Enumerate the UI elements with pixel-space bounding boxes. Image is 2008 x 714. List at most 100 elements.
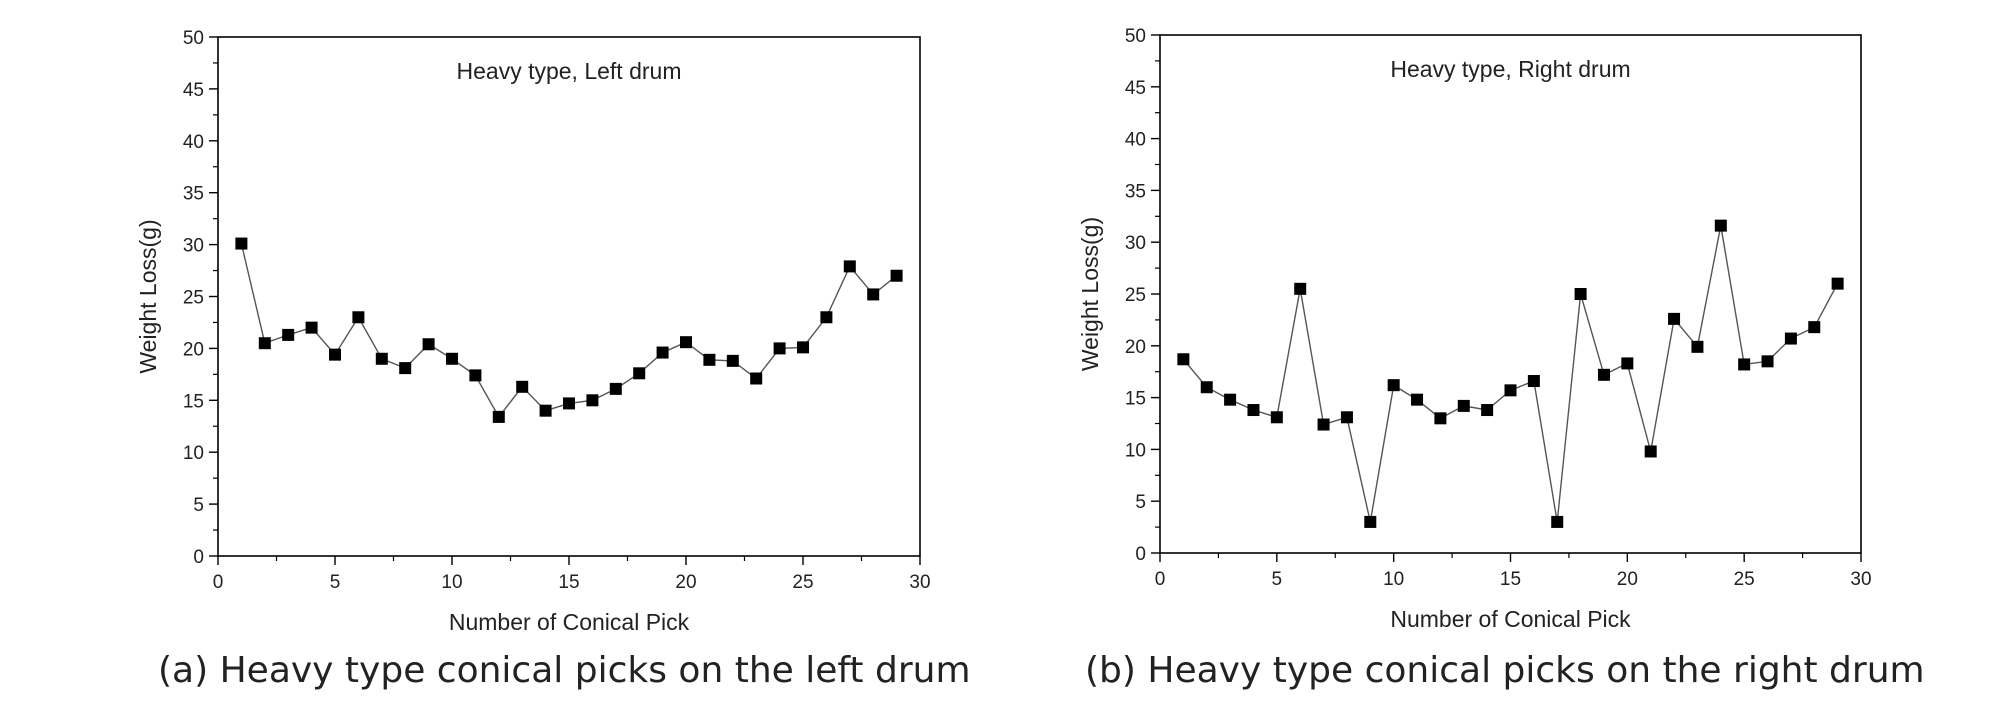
data-point — [446, 352, 458, 365]
x-tick-label: 5 — [1272, 569, 1283, 590]
y-tick-label: 0 — [193, 547, 204, 568]
y-tick-label: 35 — [183, 184, 204, 205]
chart-title: Heavy type, Left drum — [457, 58, 682, 84]
y-tick-label: 10 — [183, 443, 204, 464]
data-point — [1481, 404, 1494, 417]
data-point — [352, 311, 365, 324]
series-line — [240, 243, 898, 419]
data-point — [563, 397, 575, 410]
y-tick-label: 10 — [1125, 440, 1146, 461]
y-tick-label: 45 — [183, 80, 204, 101]
series-line — [1182, 225, 1839, 523]
data-point — [633, 367, 646, 380]
y-tick-label: 30 — [1125, 233, 1146, 254]
data-point — [1411, 393, 1424, 406]
data-point — [469, 369, 482, 382]
data-point — [1317, 418, 1330, 431]
data-point — [1808, 321, 1821, 334]
data-point — [399, 362, 412, 375]
data-point — [422, 338, 435, 351]
data-point — [1574, 288, 1587, 300]
chart-title: Heavy type, Right drum — [1390, 56, 1630, 82]
x-tick-label: 25 — [1734, 569, 1755, 590]
data-point — [1784, 332, 1797, 345]
data-point — [609, 382, 622, 395]
y-tick-label: 5 — [1135, 492, 1146, 513]
x-axis-label: Number of Conical Pick — [449, 609, 690, 635]
y-tick-label: 15 — [1125, 389, 1146, 410]
data-point — [703, 353, 716, 366]
y-tick-label: 0 — [1135, 544, 1146, 565]
data-point — [516, 380, 529, 393]
data-point — [1668, 312, 1681, 325]
y-tick-label: 30 — [183, 236, 204, 257]
data-point — [1761, 355, 1774, 368]
plot-frame — [1159, 34, 1862, 554]
data-point — [1224, 393, 1237, 406]
data-point — [375, 352, 388, 365]
y-axis-label: Weight Loss(g) — [135, 219, 161, 373]
data-point — [539, 404, 552, 417]
y-tick-label: 40 — [183, 132, 204, 153]
x-tick-label: 0 — [213, 572, 224, 593]
data-point — [1714, 219, 1727, 232]
data-point — [305, 321, 318, 334]
data-point — [867, 288, 880, 301]
y-tick-label: 20 — [1125, 337, 1146, 358]
y-tick-label: 20 — [183, 339, 204, 360]
y-tick-label: 45 — [1125, 78, 1146, 99]
data-point — [258, 337, 271, 350]
data-point — [773, 342, 786, 355]
data-point — [235, 237, 248, 250]
data-point — [1551, 515, 1564, 528]
data-point — [797, 341, 809, 354]
chart-panel-right-drum: 0 5 10 15 20 25 30 0 5 10 15 20 25 30 35 40 45 50 Number o… — [1077, 26, 1872, 632]
x-tick-label: 0 — [1155, 569, 1166, 590]
data-point — [1644, 445, 1657, 458]
data-point — [1597, 368, 1610, 381]
x-tick-label: 30 — [909, 572, 930, 593]
data-point — [1831, 277, 1844, 290]
x-axis-label: Number of Conical Pick — [1390, 606, 1631, 632]
y-axis-label: Weight Loss(g) — [1077, 217, 1103, 371]
data-point — [586, 394, 599, 407]
data-point — [1294, 282, 1307, 295]
plot-frame — [217, 36, 921, 557]
data-point — [282, 328, 295, 341]
data-point — [680, 336, 692, 349]
y-tick-label: 35 — [1125, 181, 1146, 202]
data-point — [1364, 515, 1377, 528]
data-point — [1738, 358, 1751, 371]
data-point — [1340, 411, 1353, 424]
x-tick-label: 20 — [675, 572, 696, 593]
x-tick-label: 10 — [1383, 569, 1404, 590]
caption-right-drum: (b) Heavy type conical picks on the righ… — [1085, 650, 1925, 691]
data-point — [726, 354, 739, 367]
y-tick-label: 25 — [1125, 285, 1146, 306]
data-point — [843, 260, 856, 273]
data-point — [1434, 412, 1447, 425]
x-tick-label: 25 — [792, 572, 813, 593]
y-tick-label: 50 — [183, 28, 204, 49]
x-tick-label: 5 — [330, 572, 341, 593]
data-point — [492, 410, 505, 423]
data-point — [1457, 399, 1470, 412]
data-point — [750, 372, 763, 385]
x-tick-label: 10 — [441, 572, 462, 593]
data-point — [656, 346, 669, 359]
y-tick-label: 25 — [183, 288, 204, 309]
data-point — [1387, 379, 1400, 392]
chart-panel-left-drum: 0 5 10 15 20 25 30 0 5 10 15 20 25 30 35 40 45 50 Number o… — [135, 28, 931, 635]
x-tick-label: 15 — [1500, 569, 1521, 590]
data-point — [1200, 381, 1213, 394]
data-point — [890, 269, 903, 282]
data-point — [1621, 357, 1634, 370]
x-tick-label: 15 — [558, 572, 579, 593]
data-point — [1504, 384, 1517, 397]
y-tick-label: 15 — [183, 391, 204, 412]
y-tick-label: 5 — [193, 495, 204, 516]
data-point — [1270, 411, 1283, 424]
data-point — [1527, 375, 1540, 388]
data-point — [820, 311, 833, 324]
